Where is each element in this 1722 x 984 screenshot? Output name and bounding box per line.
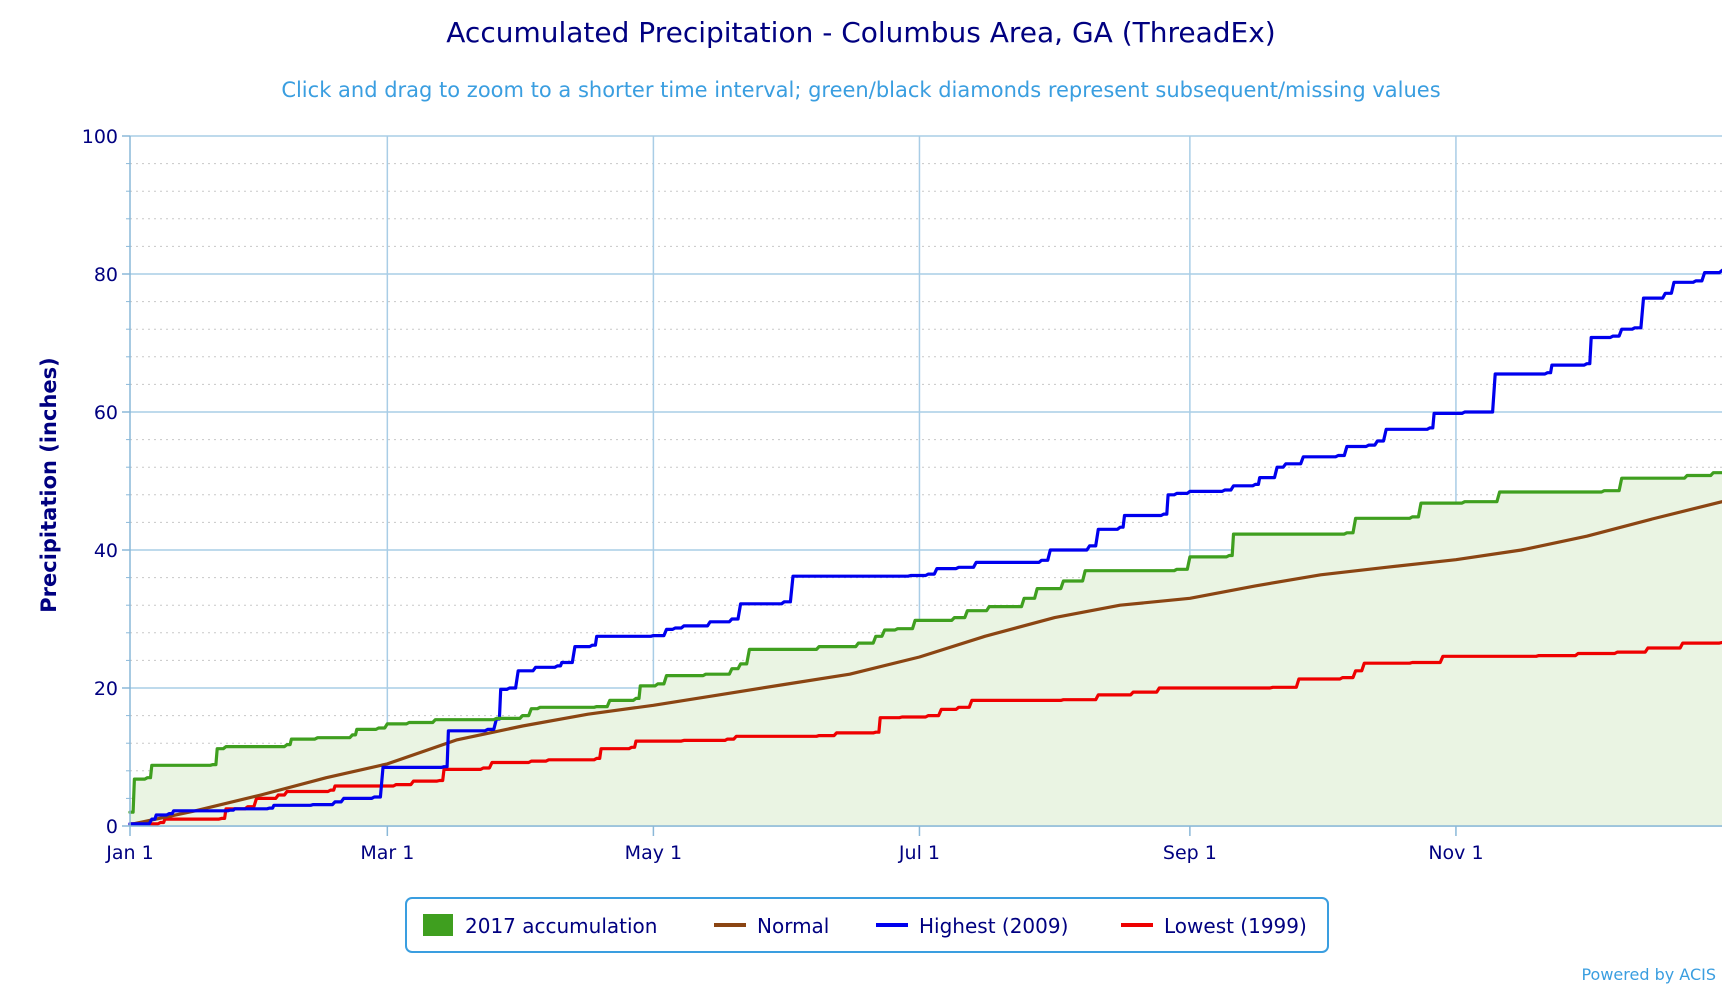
x-tick-label: Jul 1 xyxy=(898,842,940,864)
x-tick-labels: Jan 1 Mar 1 May 1 Jul 1 Sep 1 Nov 1 xyxy=(105,842,1483,864)
x-tick-label: Nov 1 xyxy=(1428,842,1483,864)
chart-subtitle: Click and drag to zoom to a shorter time… xyxy=(281,78,1440,102)
y-tick-label: 80 xyxy=(94,264,118,286)
y-tick-label: 20 xyxy=(94,678,118,700)
y-tick-label: 40 xyxy=(94,540,118,562)
x-tick-label: May 1 xyxy=(625,842,682,864)
legend-item-highest[interactable]: Highest (2009) xyxy=(876,914,1068,938)
y-tick-label: 100 xyxy=(82,126,118,148)
x-tick-label: Sep 1 xyxy=(1163,842,1217,864)
legend-box xyxy=(405,897,1329,953)
series-2017-area xyxy=(130,472,1722,826)
y-tick-label: 60 xyxy=(94,402,118,424)
x-tick-label: Mar 1 xyxy=(360,842,414,864)
legend-swatch-2017 xyxy=(423,914,453,936)
x-tick-label: Jan 1 xyxy=(105,842,153,864)
series-line-2017-accumulation[interactable] xyxy=(128,471,1722,814)
series-line-normal[interactable] xyxy=(128,500,1722,827)
y-axis-label: Precipitation (inches) xyxy=(37,357,61,613)
y-tick-labels: 0 20 40 60 80 100 xyxy=(82,126,118,838)
legend-item-normal[interactable]: Normal xyxy=(714,914,829,938)
legend: 2017 accumulation Normal Highest (2009) … xyxy=(405,897,1329,953)
axes xyxy=(122,135,1722,836)
legend-item-2017-accumulation[interactable]: 2017 accumulation xyxy=(423,914,657,938)
legend-label-highest: Highest (2009) xyxy=(919,914,1068,938)
legend-label-2017: 2017 accumulation xyxy=(465,914,657,938)
chart-title: Accumulated Precipitation - Columbus Are… xyxy=(446,16,1275,49)
y-tick-label: 0 xyxy=(106,816,118,838)
legend-label-normal: Normal xyxy=(757,914,829,938)
series-layer xyxy=(128,268,1722,827)
powered-by-acis-link[interactable]: Powered by ACIS xyxy=(1581,965,1716,984)
legend-item-lowest[interactable]: Lowest (1999) xyxy=(1121,914,1307,938)
series-line-lowest-1999[interactable] xyxy=(128,640,1722,826)
series-line-highest-2009[interactable] xyxy=(128,268,1722,826)
legend-label-lowest: Lowest (1999) xyxy=(1164,914,1307,938)
